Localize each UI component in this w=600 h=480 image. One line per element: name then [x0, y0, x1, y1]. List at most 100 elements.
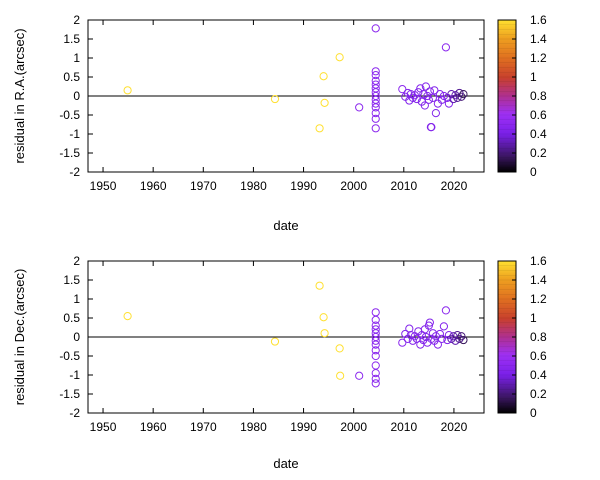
ra-y-tick-label: 2 — [73, 13, 80, 27]
ra-y-tick-label: -0.5 — [59, 108, 80, 122]
dec-data-point — [371, 336, 380, 345]
dec-data-point — [421, 332, 430, 342]
ra-colorbar-label: 0.8 — [530, 89, 547, 103]
ra-data-point — [453, 93, 462, 103]
dec-data-point — [439, 322, 448, 331]
ra-data-point — [421, 82, 430, 91]
dec-y-ticks: -2 -1.5 -1 -0.5 0 0.5 1 1.5 2 — [59, 254, 484, 420]
ra-data-point — [270, 94, 280, 104]
ra-colorbar-label: 1.2 — [530, 51, 547, 65]
dec-x-tick-label: 2010 — [390, 420, 417, 434]
ra-data-point — [420, 101, 429, 110]
ra-x-ticks: 1950 1960 1970 1980 1990 2000 2010 2020 — [90, 20, 468, 193]
dec-data-point — [335, 344, 344, 353]
ra-x-tick-label: 2020 — [441, 179, 468, 193]
dec-x-tick-label: 1990 — [290, 420, 317, 434]
ra-data-point — [371, 67, 380, 76]
ra-data-point — [447, 90, 456, 99]
dec-data-point — [435, 329, 444, 339]
dec-data-point — [371, 308, 380, 317]
dec-points — [123, 281, 468, 388]
dec-y-tick-label: 0 — [73, 330, 80, 344]
ra-y-tick-label: 0 — [73, 89, 80, 103]
dec-x-tick-label: 2000 — [340, 420, 367, 434]
dec-data-point — [408, 336, 417, 345]
dec-y-axis-title: residual in Dec.(arcsec) — [12, 269, 27, 406]
dec-y-tick-label: 2 — [73, 254, 80, 268]
ra-data-point — [371, 124, 380, 133]
dec-data-point — [441, 306, 451, 315]
dec-data-point — [453, 331, 462, 340]
dec-y-tick-label: -0.5 — [59, 349, 80, 363]
ra-data-point — [449, 94, 458, 104]
ra-data-point — [423, 91, 432, 101]
dec-data-point — [371, 369, 380, 378]
dec-residual-panel: 1950 1960 1970 1980 1990 2000 2010 2020 -2-1.5-… — [12, 254, 547, 471]
ra-data-point — [414, 88, 423, 97]
ra-data-point — [371, 99, 380, 108]
ra-x-tick-label: 1970 — [190, 179, 217, 193]
ra-y-tick-label: 1.5 — [63, 32, 80, 46]
ra-colorbar-label: 1 — [530, 70, 537, 84]
dec-data-point — [447, 334, 456, 343]
dec-y-tick-label: 1 — [73, 292, 80, 306]
ra-colorbar-label: 0 — [530, 165, 537, 179]
dec-data-point — [451, 336, 460, 345]
dec-data-point — [406, 331, 415, 340]
dec-data-point — [398, 338, 407, 347]
ra-data-point — [441, 43, 451, 52]
ra-data-point — [371, 71, 380, 80]
ra-data-point — [459, 90, 468, 99]
dec-data-point — [371, 340, 380, 349]
dec-colorbar-label: 1.2 — [530, 292, 547, 306]
ra-colorbar-label: 0.4 — [530, 127, 547, 141]
dec-y-tick-label: 0.5 — [63, 311, 80, 325]
ra-data-point — [437, 95, 446, 104]
ra-data-point — [424, 95, 433, 104]
ra-data-point — [319, 72, 328, 81]
ra-residual-panel: 1950 1960 1970 1980 1990 2000 2010 2020 -2-1.5-… — [12, 13, 547, 233]
ra-y-tick-label: 0.5 — [63, 70, 80, 84]
ra-y-ticks: -2 -1.5 -1 -0.5 0 0.5 1 1.5 2 — [59, 13, 484, 179]
dec-data-point — [371, 351, 380, 361]
ra-data-point — [398, 85, 407, 94]
ra-x-tick-label: 1960 — [140, 179, 167, 193]
dec-y-tick-label: -2 — [69, 406, 80, 420]
ra-x-tick-label: 2010 — [390, 179, 417, 193]
ra-data-point — [435, 90, 444, 99]
ra-y-tick-label: -1 — [69, 127, 80, 141]
ra-data-point — [371, 24, 380, 33]
dec-x-tick-label: 1960 — [140, 420, 167, 434]
dec-colorbar-label: 1 — [530, 311, 537, 325]
dec-data-point — [455, 334, 464, 343]
ra-data-point — [444, 99, 454, 108]
ra-data-point — [431, 109, 440, 118]
dec-x-tick-label: 1970 — [190, 420, 217, 434]
dec-data-point — [371, 315, 380, 324]
dec-data-point — [123, 312, 132, 321]
ra-data-point — [335, 53, 344, 62]
dec-x-tick-label: 2020 — [441, 420, 468, 434]
dec-data-point — [270, 337, 280, 346]
dec-data-point — [443, 335, 452, 345]
dec-colorbar-label: 0 — [530, 406, 537, 420]
ra-data-point — [371, 103, 380, 112]
dec-data-point — [315, 281, 324, 290]
dec-x-ticks: 1950 1960 1970 1980 1990 2000 2010 2020 — [90, 261, 468, 434]
ra-data-point — [371, 114, 380, 123]
dec-colorbar-label: 0.6 — [530, 349, 547, 363]
dec-x-tick-label: 1980 — [240, 420, 267, 434]
dec-data-point — [371, 361, 380, 370]
ra-data-point — [320, 98, 329, 107]
dec-colorbar-label: 0.4 — [530, 368, 547, 382]
dec-data-point — [433, 340, 442, 349]
dec-colorbar-label: 1.6 — [530, 254, 547, 268]
dec-data-point — [457, 332, 466, 341]
ra-data-point — [427, 123, 436, 132]
dec-data-point — [319, 313, 328, 322]
dec-data-point — [371, 374, 380, 383]
dec-data-point — [371, 346, 380, 355]
dec-y-tick-label: -1.5 — [59, 387, 80, 401]
ra-y-tick-label: 1 — [73, 51, 80, 65]
ra-x-tick-label: 1950 — [90, 179, 117, 193]
